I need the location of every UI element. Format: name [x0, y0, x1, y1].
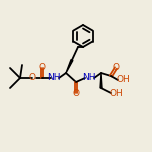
Polygon shape [66, 60, 73, 73]
Text: O: O [29, 74, 36, 83]
Text: OH: OH [116, 76, 130, 85]
Text: NH: NH [47, 74, 61, 83]
Text: OH: OH [109, 88, 123, 97]
Text: O: O [38, 64, 45, 73]
Text: O: O [112, 64, 119, 73]
Text: NH: NH [82, 74, 96, 83]
Text: O: O [73, 88, 79, 97]
Polygon shape [100, 73, 102, 88]
